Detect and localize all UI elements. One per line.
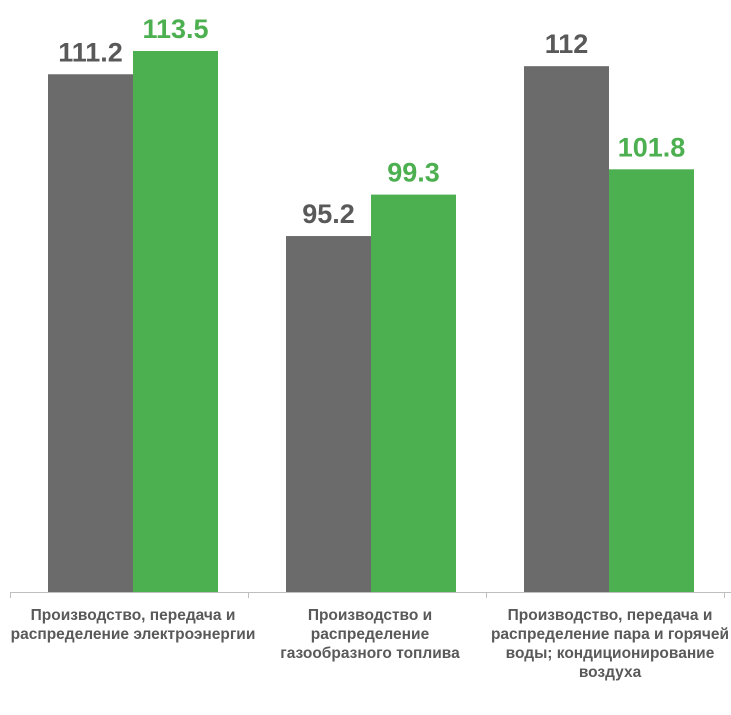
data-label: 99.3: [387, 158, 440, 188]
category-label: Производство, передача и распределение э…: [10, 607, 256, 643]
category-label: Производство, передача и распределение п…: [490, 607, 730, 681]
data-label: 112: [545, 29, 589, 59]
category-label: Производство и распределение газообразно…: [280, 607, 460, 662]
bar: [48, 74, 133, 593]
bar: [609, 169, 694, 593]
bar: [524, 66, 609, 593]
data-label: 111.2: [58, 37, 123, 67]
data-label: 95.2: [302, 199, 355, 229]
bar: [371, 194, 456, 592]
bar: [133, 51, 218, 592]
data-label: 113.5: [142, 14, 208, 44]
bar: [286, 236, 371, 592]
data-label: 101.8: [618, 132, 686, 162]
